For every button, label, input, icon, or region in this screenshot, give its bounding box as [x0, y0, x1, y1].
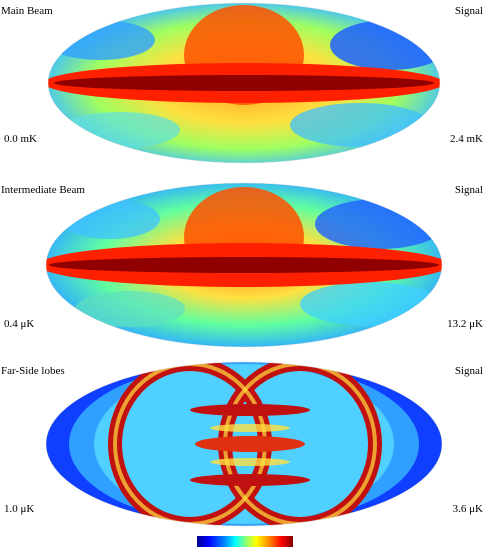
panel-1-title: Main Beam [1, 5, 53, 17]
panel-1-max-label: 2.4 mK [450, 133, 483, 145]
panel-3-min-label: 1.0 μK [4, 503, 35, 515]
far-side-lobes-sky-map [0, 358, 497, 528]
main-beam-mollweide [47, 2, 441, 164]
main-beam-sky-map [0, 0, 497, 168]
intermediate-beam-mollweide [45, 182, 443, 347]
colorbar [197, 536, 293, 547]
far-side-lobes-mollweide [45, 361, 443, 527]
panel-2-quantity: Signal [454, 184, 483, 196]
panel-1-min-label: 0.0 mK [4, 133, 37, 145]
panel-1-quantity: Signal [454, 5, 483, 17]
panel-3-title: Far-Side lobes [1, 365, 65, 377]
panel-2-title: Intermediate Beam [1, 184, 85, 196]
panel-2-max-label: 13.2 μK [447, 318, 483, 330]
panel-3-max-label: 3.6 μK [452, 503, 483, 515]
panel-3-quantity: Signal [454, 365, 483, 377]
panel-2-min-label: 0.4 μK [4, 318, 35, 330]
intermediate-beam-sky-map [0, 179, 497, 347]
